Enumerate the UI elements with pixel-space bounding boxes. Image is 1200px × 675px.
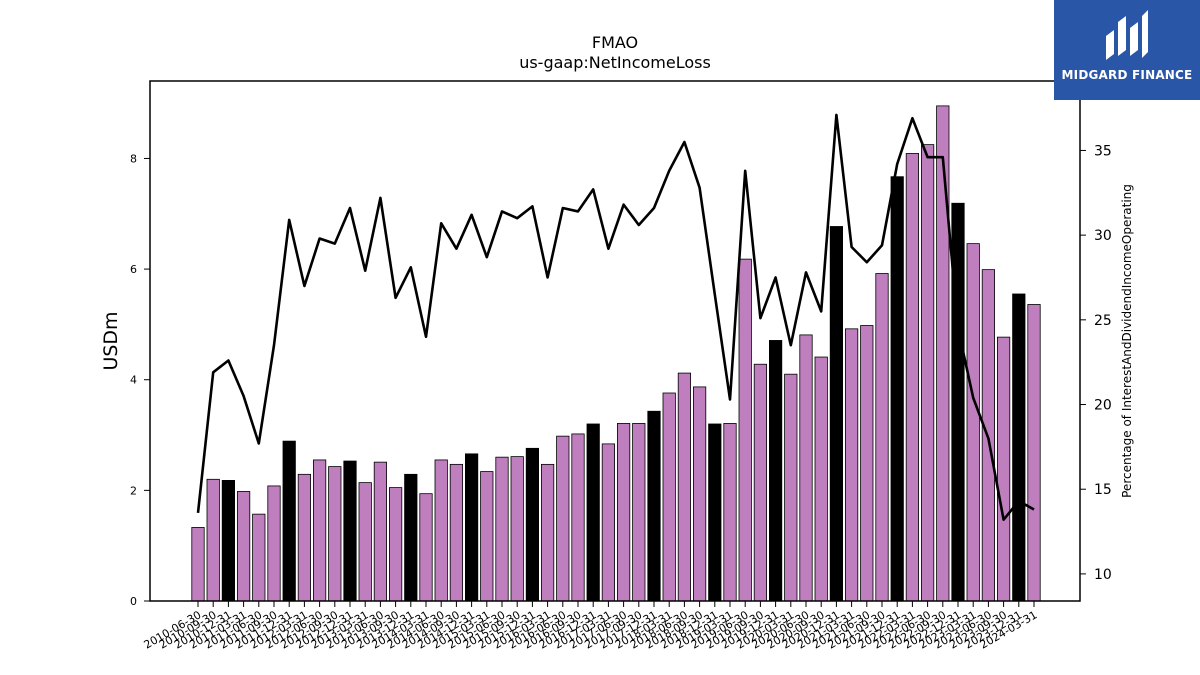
bar xyxy=(662,392,676,602)
bar xyxy=(647,410,661,602)
y2-tick-label: 15 xyxy=(1094,482,1112,498)
bar xyxy=(723,423,737,602)
bar xyxy=(632,423,646,602)
y2-axis-label: Percentage of InterestAndDividendIncomeO… xyxy=(1120,184,1134,498)
bar xyxy=(434,459,448,602)
y2-tick-label: 35 xyxy=(1094,143,1112,159)
left-axis: 0 2 4 6 8 xyxy=(130,152,150,608)
bar xyxy=(495,456,509,602)
bar xyxy=(556,435,570,602)
bar xyxy=(525,447,540,602)
bar xyxy=(328,466,342,602)
bar xyxy=(343,460,357,602)
bar xyxy=(617,423,631,602)
bar xyxy=(890,176,904,602)
bar xyxy=(571,433,585,602)
bar xyxy=(541,463,555,602)
bar xyxy=(845,328,859,602)
bar xyxy=(297,473,312,602)
bar xyxy=(738,258,752,602)
y-tick-label: 0 xyxy=(130,595,137,608)
bar xyxy=(966,243,980,602)
bar xyxy=(252,513,266,602)
y2-tick-label: 10 xyxy=(1094,567,1112,583)
bar xyxy=(860,325,874,602)
bar xyxy=(480,471,494,602)
bar xyxy=(449,463,464,602)
bar xyxy=(464,453,479,602)
bar xyxy=(936,105,950,602)
bar xyxy=(221,480,235,602)
bar xyxy=(419,493,433,602)
right-axis: 10 15 20 25 30 35 xyxy=(1080,143,1112,583)
bar xyxy=(997,336,1011,602)
bar xyxy=(282,440,296,602)
bar xyxy=(951,202,965,602)
y-axis-label: USDm xyxy=(100,311,122,370)
bar xyxy=(799,334,813,602)
chart-title: FMAO xyxy=(592,33,638,52)
x-axis: 2010-06-302010-09-302010-12-312011-03-31… xyxy=(142,601,1040,652)
bar xyxy=(784,373,798,602)
bar xyxy=(236,491,251,602)
logo-mark-icon xyxy=(1106,10,1148,60)
bar xyxy=(708,423,722,602)
bar xyxy=(875,273,889,602)
y-tick-label: 8 xyxy=(130,152,137,165)
bar xyxy=(769,340,783,602)
bar-series xyxy=(191,105,1041,602)
bar xyxy=(677,372,692,602)
y-tick-label: 4 xyxy=(130,374,137,387)
bar xyxy=(814,356,828,602)
bar xyxy=(1012,293,1026,602)
bar xyxy=(373,461,388,602)
plot-frame xyxy=(149,80,1081,602)
bar xyxy=(1027,304,1041,602)
y2-tick-label: 25 xyxy=(1094,313,1112,329)
y-tick-label: 2 xyxy=(130,484,137,497)
bar xyxy=(921,144,935,602)
bar xyxy=(905,153,920,602)
company-logo: MIDGARD FINANCE xyxy=(1054,0,1200,100)
y-tick-label: 6 xyxy=(130,263,137,276)
bar xyxy=(510,456,524,602)
bar xyxy=(693,386,707,602)
bar xyxy=(191,527,205,602)
chart-subtitle: us-gaap:NetIncomeLoss xyxy=(519,53,711,72)
bar xyxy=(586,423,600,602)
bar xyxy=(404,473,418,602)
ratio-line xyxy=(196,113,1035,521)
bar xyxy=(601,443,616,602)
bar xyxy=(753,363,768,602)
logo-text: MIDGARD FINANCE xyxy=(1061,68,1193,82)
bar xyxy=(388,487,403,602)
bar xyxy=(829,226,844,602)
bar xyxy=(312,459,327,602)
bar xyxy=(267,485,281,602)
bar xyxy=(358,482,372,602)
bar xyxy=(206,478,220,602)
y2-tick-label: 30 xyxy=(1094,228,1112,244)
y2-tick-label: 20 xyxy=(1094,398,1112,414)
